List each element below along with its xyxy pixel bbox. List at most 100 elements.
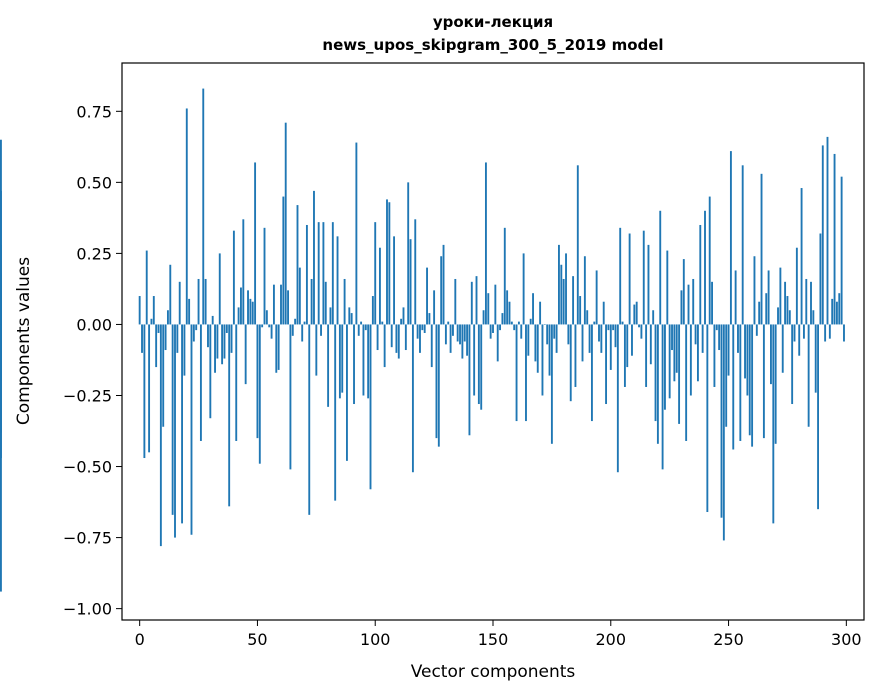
bar <box>737 324 739 353</box>
bar <box>178 281 181 325</box>
bar <box>567 324 570 345</box>
bar <box>317 222 320 325</box>
bar <box>635 301 638 325</box>
bar <box>628 233 631 325</box>
bar <box>520 324 523 339</box>
bar <box>378 247 381 325</box>
bar <box>348 307 351 325</box>
bar <box>840 176 843 325</box>
bar <box>324 281 327 325</box>
bar <box>138 296 141 325</box>
bar <box>258 324 261 464</box>
bar <box>802 324 805 339</box>
bar <box>242 219 245 325</box>
bar <box>673 324 676 382</box>
bar <box>626 324 629 368</box>
bar <box>157 324 160 333</box>
bar <box>812 310 815 325</box>
bar <box>357 324 360 336</box>
bar <box>623 324 626 387</box>
bar <box>718 324 721 351</box>
bar <box>602 301 605 325</box>
bar <box>553 324 556 339</box>
bar <box>814 324 817 393</box>
bar <box>645 324 648 387</box>
bar <box>583 256 586 325</box>
bar <box>527 324 530 356</box>
bar <box>301 324 304 342</box>
bar <box>145 250 148 325</box>
bar <box>185 108 188 325</box>
bar <box>232 230 235 325</box>
bar <box>346 324 348 461</box>
bar <box>395 324 398 353</box>
bar <box>755 324 758 336</box>
bar <box>197 278 200 325</box>
x-tick-label: 150 <box>478 630 509 649</box>
bar <box>616 324 619 473</box>
bar <box>343 278 346 325</box>
bar <box>788 310 791 325</box>
bar <box>447 321 450 325</box>
bar <box>327 324 330 407</box>
bar <box>770 324 772 385</box>
bar <box>664 324 666 410</box>
bar <box>176 324 179 353</box>
bar <box>452 324 454 336</box>
y-tick-label: −0.75 <box>63 529 112 548</box>
bar <box>338 324 341 399</box>
bar <box>280 284 282 325</box>
bar <box>230 324 233 353</box>
bar <box>350 313 353 325</box>
bar <box>810 281 812 325</box>
bar <box>322 222 325 325</box>
bar <box>654 324 657 422</box>
x-tick-label: 200 <box>596 630 627 649</box>
bar <box>393 236 395 325</box>
bar <box>715 324 718 331</box>
bar <box>402 307 405 325</box>
bar <box>152 296 155 325</box>
bar <box>305 224 308 325</box>
bar <box>758 301 761 325</box>
bar <box>501 313 504 325</box>
bar <box>315 324 318 376</box>
bar <box>362 324 365 396</box>
bar <box>353 324 355 405</box>
bar <box>407 182 410 325</box>
bar <box>334 324 337 501</box>
bar <box>593 321 596 325</box>
bar <box>838 293 841 325</box>
bar <box>595 270 598 325</box>
bar <box>652 310 655 325</box>
bar <box>506 290 509 325</box>
bar <box>364 324 367 331</box>
bar <box>244 324 247 385</box>
bar <box>704 210 706 325</box>
bar <box>532 293 534 325</box>
bar <box>303 321 306 325</box>
x-axis-label: Vector components <box>411 662 576 682</box>
bar <box>678 324 681 424</box>
bar <box>444 324 447 345</box>
y-tick-label: 0.25 <box>76 244 112 263</box>
bar <box>166 310 169 325</box>
bar <box>256 324 259 439</box>
bar <box>171 324 174 515</box>
bar <box>510 321 513 325</box>
bar <box>449 324 452 353</box>
bar <box>237 307 240 325</box>
bar <box>831 298 834 325</box>
bar <box>148 324 151 453</box>
bar <box>386 199 388 325</box>
bar <box>254 162 257 325</box>
y-tick-label: −0.25 <box>63 386 112 405</box>
bar <box>600 324 603 353</box>
bar <box>711 281 713 325</box>
bar <box>760 173 763 325</box>
bar <box>218 253 221 325</box>
bar <box>522 253 525 325</box>
bar <box>835 301 838 325</box>
bar <box>211 315 214 325</box>
bar <box>188 298 191 325</box>
